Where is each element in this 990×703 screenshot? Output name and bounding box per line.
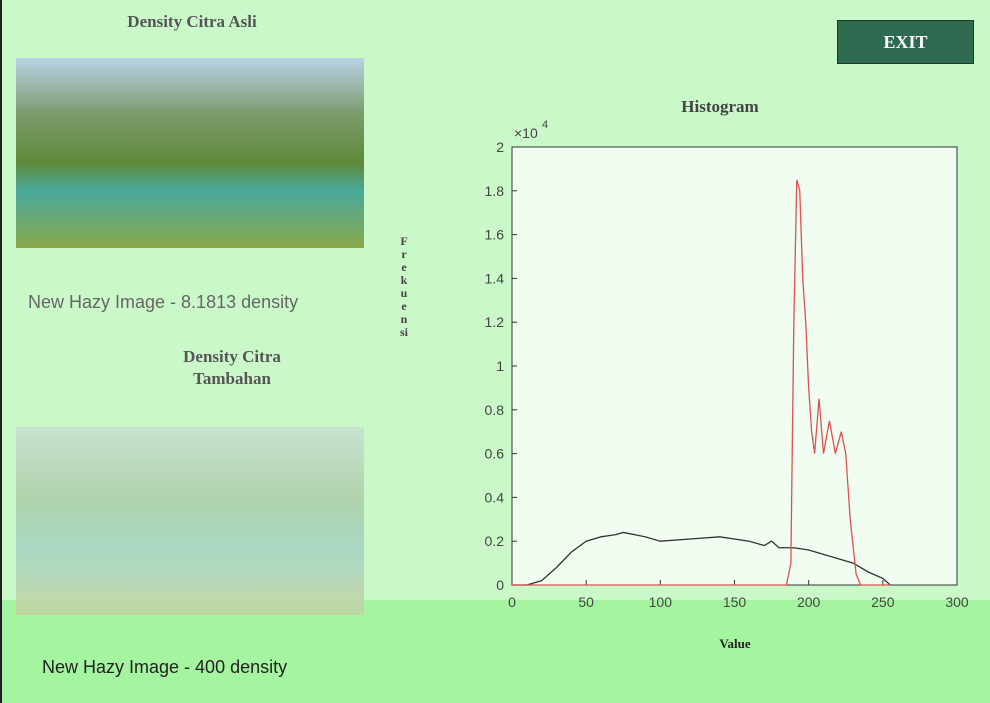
histogram-title: Histogram — [681, 97, 758, 116]
app-window: Density Citra Asli New Hazy Image - 8.18… — [0, 0, 990, 703]
y-tick-label: 1.2 — [485, 314, 505, 330]
x-tick-label: 0 — [508, 594, 516, 610]
x-tick-label: 100 — [649, 594, 673, 610]
x-tick-label: 150 — [723, 594, 747, 610]
y-tick-label: 1 — [496, 358, 504, 374]
multiplier-exponent: 4 — [542, 119, 548, 131]
y-tick-label: 1.8 — [485, 183, 505, 199]
y-tick-label: 0.4 — [485, 489, 505, 505]
y-tick-label: 0.6 — [485, 446, 505, 462]
x-tick-label: 200 — [797, 594, 821, 610]
y-tick-label: 0.2 — [485, 533, 505, 549]
x-tick-label: 300 — [945, 594, 969, 610]
y-tick-label: 1.4 — [485, 270, 505, 286]
y-tick-label: 0.8 — [485, 402, 505, 418]
plot-area — [512, 147, 957, 585]
x-tick-label: 50 — [578, 594, 594, 610]
x-axis-label: Value — [719, 636, 751, 651]
y-tick-label: 1.6 — [485, 227, 505, 243]
x-tick-label: 250 — [871, 594, 895, 610]
y-tick-label: 2 — [496, 139, 504, 155]
histogram: Histogram Value ×10 4 0 50 100 150 200 250 300… — [2, 0, 990, 703]
y-tick-label: 0 — [496, 577, 504, 593]
multiplier: ×10 — [514, 125, 538, 141]
